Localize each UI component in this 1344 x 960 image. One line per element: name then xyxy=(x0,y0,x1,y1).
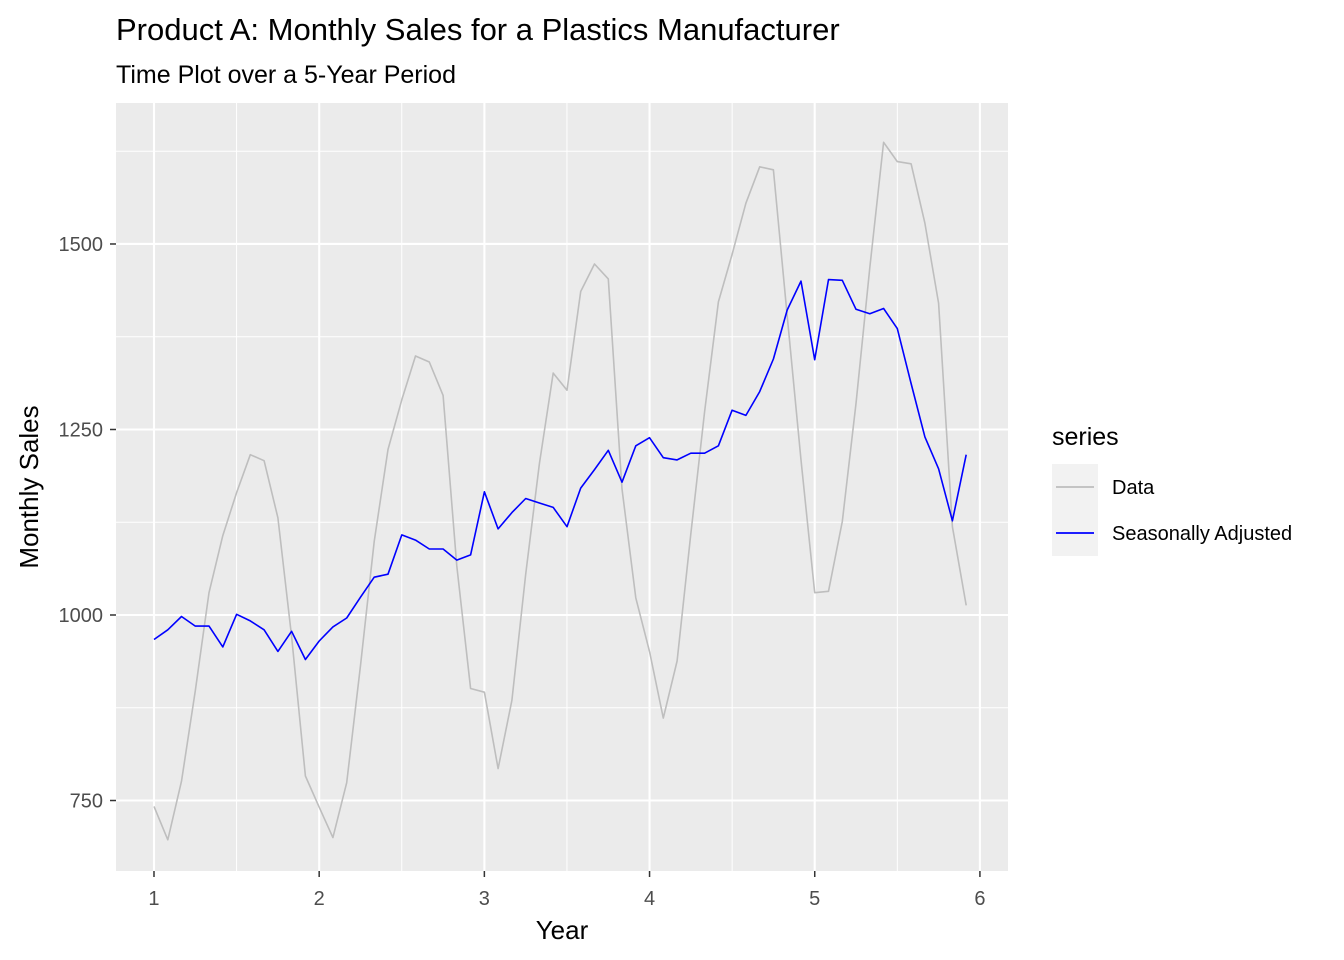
x-tick-label: 2 xyxy=(314,888,325,910)
y-tick-label: 1000 xyxy=(59,605,104,627)
x-tick-label: 6 xyxy=(974,888,985,910)
legend-title: series xyxy=(1052,423,1119,451)
legend-label-data: Data xyxy=(1112,477,1155,499)
legend-label-seasonally-adjusted: Seasonally Adjusted xyxy=(1112,523,1292,545)
x-tick-label: 4 xyxy=(644,888,655,910)
chart-title: Product A: Monthly Sales for a Plastics … xyxy=(116,12,840,47)
series-line-seasonally-adjusted xyxy=(153,278,967,661)
x-tick-label: 5 xyxy=(809,888,820,910)
y-tick-label: 750 xyxy=(70,791,103,813)
legend: series Data Seasonally Adjusted xyxy=(1052,423,1292,556)
plot-panel xyxy=(116,103,1008,871)
x-axis-title: Year xyxy=(536,915,589,945)
y-tick-label: 1500 xyxy=(59,234,104,256)
x-tick-label: 3 xyxy=(479,888,490,910)
y-axis-title: Monthly Sales xyxy=(14,405,44,568)
y-tick-label: 1250 xyxy=(59,419,104,441)
chart-subtitle: Time Plot over a 5-Year Period xyxy=(116,61,456,89)
x-tick-label: 1 xyxy=(148,888,159,910)
series-line-data xyxy=(153,141,967,841)
